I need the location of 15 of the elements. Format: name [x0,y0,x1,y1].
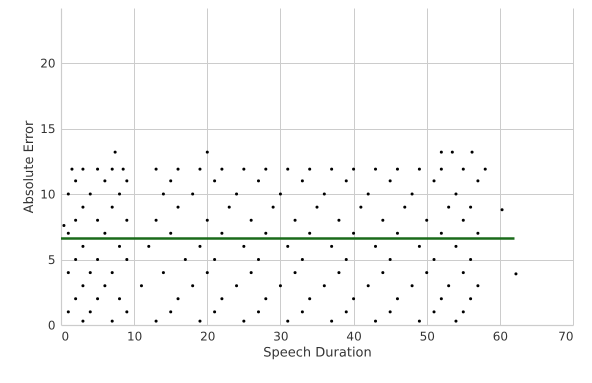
y-tick-label: 10 [40,188,56,202]
x-tick-label: 60 [492,330,508,344]
y-tick-label: 0 [48,318,56,332]
y-tick-label: 15 [40,122,56,136]
x-tick-label: 10 [127,330,142,344]
x-tick-label: 70 [558,330,574,344]
x-tick-label: 40 [346,330,362,344]
x-tick-label: 30 [273,330,289,344]
x-axis-title: Speech Duration [263,346,372,360]
y-tick-label: 20 [40,56,56,71]
y-axis-title: Absolute Error [22,120,38,214]
y-tick-label: 5 [48,253,56,268]
x-tick-label: 20 [200,330,216,344]
x-tick-label: 0 [62,330,70,344]
x-tick-label: 50 [420,330,435,344]
